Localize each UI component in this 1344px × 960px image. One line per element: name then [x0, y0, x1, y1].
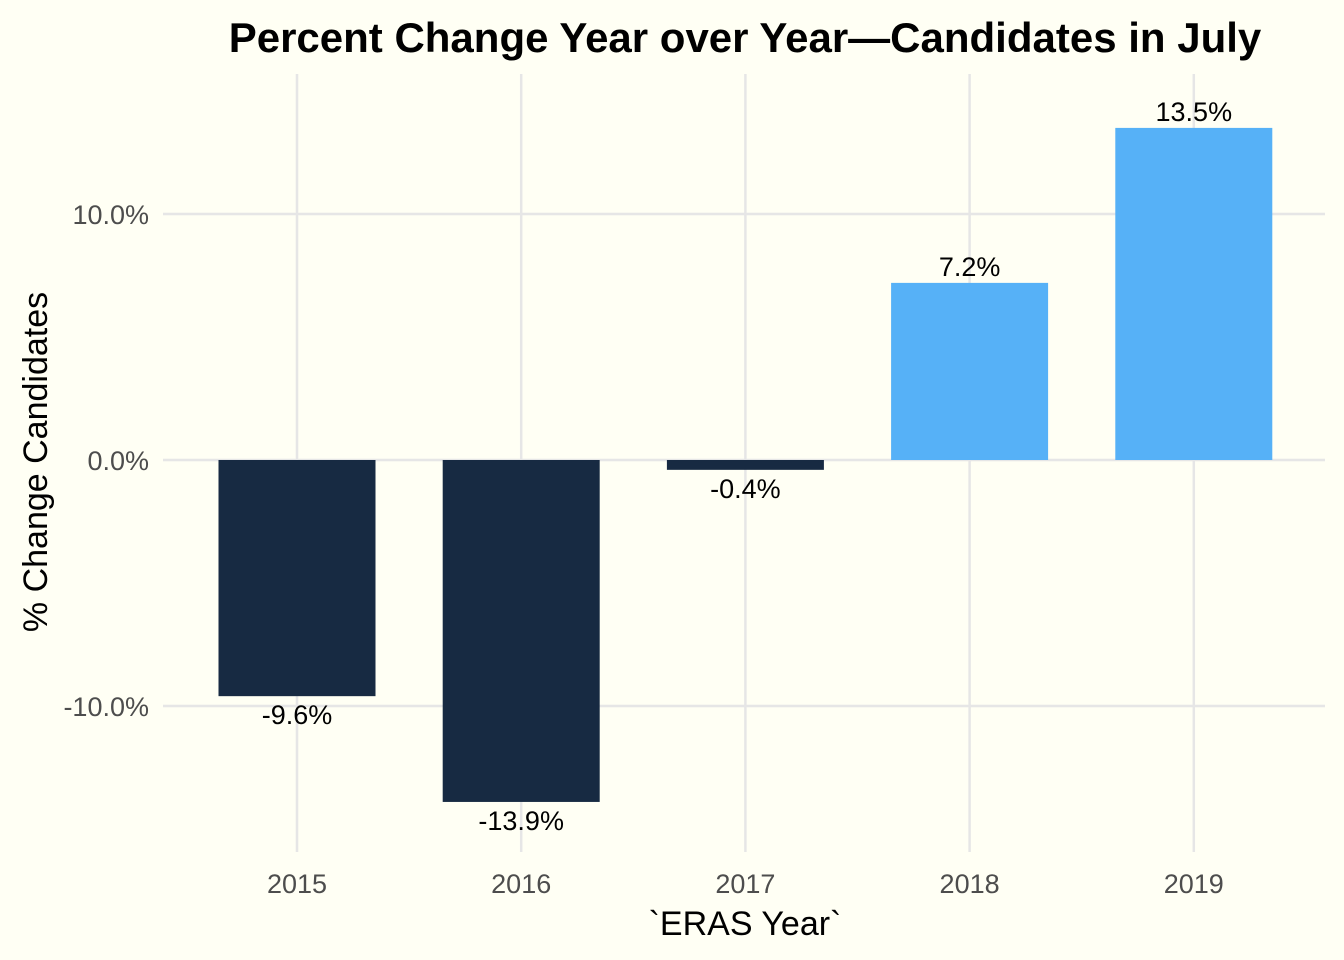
y-tick-label: -10.0%	[63, 692, 149, 722]
data-label-2018: 7.2%	[939, 252, 1001, 282]
bar-2015	[218, 460, 376, 697]
data-label-2016: -13.9%	[478, 806, 564, 836]
data-labels: -9.6% -13.9% -0.4% 7.2% 13.5%	[262, 97, 1232, 836]
x-tick-label-2019: 2019	[1164, 869, 1224, 899]
data-label-2015: -9.6%	[262, 700, 333, 730]
bar-2018	[891, 282, 1049, 460]
x-tick-label-2017: 2017	[715, 869, 775, 899]
x-axis-title: `ERAS Year`	[649, 905, 842, 943]
bar-2016	[442, 460, 600, 802]
x-axis-ticks: 2015 2016 2017 2018 2019	[267, 869, 1224, 899]
x-tick-label-2016: 2016	[491, 869, 551, 899]
bars	[218, 127, 1273, 802]
y-axis-title: % Change Candidates	[17, 292, 55, 632]
data-label-2017: -0.4%	[710, 474, 781, 504]
y-axis-ticks: -10.0% 0.0% 10.0%	[63, 200, 149, 722]
x-tick-label-2015: 2015	[267, 869, 327, 899]
y-tick-label: 0.0%	[87, 446, 149, 476]
x-tick-label-2018: 2018	[940, 869, 1000, 899]
chart-title: Percent Change Year over Year—Candidates…	[229, 14, 1262, 61]
data-label-2019: 13.5%	[1156, 97, 1233, 127]
bar-2017	[666, 460, 824, 470]
y-tick-label: 10.0%	[72, 200, 149, 230]
bar-2019	[1115, 127, 1273, 461]
